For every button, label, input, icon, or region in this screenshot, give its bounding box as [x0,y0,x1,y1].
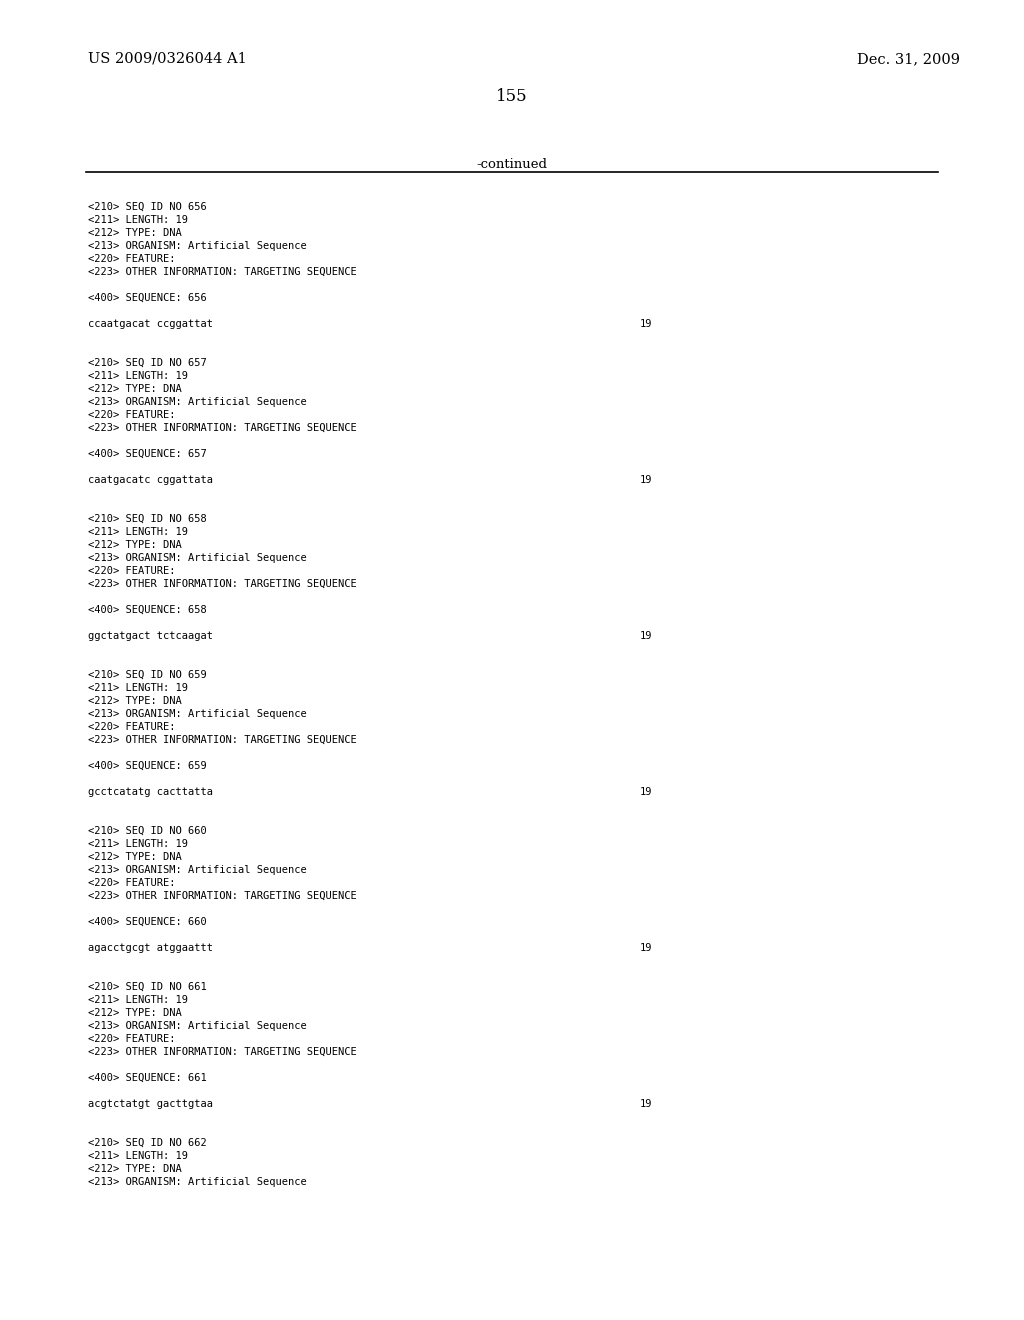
Text: <210> SEQ ID NO 661: <210> SEQ ID NO 661 [88,982,207,993]
Text: <213> ORGANISM: Artificial Sequence: <213> ORGANISM: Artificial Sequence [88,553,307,564]
Text: <220> FEATURE:: <220> FEATURE: [88,722,175,733]
Text: <213> ORGANISM: Artificial Sequence: <213> ORGANISM: Artificial Sequence [88,397,307,407]
Text: 19: 19 [640,631,652,642]
Text: <212> TYPE: DNA: <212> TYPE: DNA [88,851,181,862]
Text: ggctatgact tctcaagat: ggctatgact tctcaagat [88,631,213,642]
Text: <400> SEQUENCE: 661: <400> SEQUENCE: 661 [88,1073,207,1082]
Text: <400> SEQUENCE: 656: <400> SEQUENCE: 656 [88,293,207,304]
Text: <220> FEATURE:: <220> FEATURE: [88,411,175,420]
Text: ccaatgacat ccggattat: ccaatgacat ccggattat [88,319,213,329]
Text: <210> SEQ ID NO 657: <210> SEQ ID NO 657 [88,358,207,368]
Text: <211> LENGTH: 19: <211> LENGTH: 19 [88,1151,188,1162]
Text: <213> ORGANISM: Artificial Sequence: <213> ORGANISM: Artificial Sequence [88,1020,307,1031]
Text: <220> FEATURE:: <220> FEATURE: [88,566,175,576]
Text: <212> TYPE: DNA: <212> TYPE: DNA [88,228,181,238]
Text: <400> SEQUENCE: 659: <400> SEQUENCE: 659 [88,762,207,771]
Text: <211> LENGTH: 19: <211> LENGTH: 19 [88,995,188,1005]
Text: <223> OTHER INFORMATION: TARGETING SEQUENCE: <223> OTHER INFORMATION: TARGETING SEQUE… [88,579,356,589]
Text: <223> OTHER INFORMATION: TARGETING SEQUENCE: <223> OTHER INFORMATION: TARGETING SEQUE… [88,267,356,277]
Text: 19: 19 [640,475,652,484]
Text: gcctcatatg cacttatta: gcctcatatg cacttatta [88,787,213,797]
Text: <210> SEQ ID NO 662: <210> SEQ ID NO 662 [88,1138,207,1148]
Text: 19: 19 [640,787,652,797]
Text: <210> SEQ ID NO 658: <210> SEQ ID NO 658 [88,513,207,524]
Text: <213> ORGANISM: Artificial Sequence: <213> ORGANISM: Artificial Sequence [88,242,307,251]
Text: <211> LENGTH: 19: <211> LENGTH: 19 [88,682,188,693]
Text: <211> LENGTH: 19: <211> LENGTH: 19 [88,527,188,537]
Text: <220> FEATURE:: <220> FEATURE: [88,878,175,888]
Text: <212> TYPE: DNA: <212> TYPE: DNA [88,540,181,550]
Text: <223> OTHER INFORMATION: TARGETING SEQUENCE: <223> OTHER INFORMATION: TARGETING SEQUE… [88,422,356,433]
Text: <223> OTHER INFORMATION: TARGETING SEQUENCE: <223> OTHER INFORMATION: TARGETING SEQUE… [88,1047,356,1057]
Text: <213> ORGANISM: Artificial Sequence: <213> ORGANISM: Artificial Sequence [88,709,307,719]
Text: <220> FEATURE:: <220> FEATURE: [88,253,175,264]
Text: caatgacatc cggattata: caatgacatc cggattata [88,475,213,484]
Text: <210> SEQ ID NO 660: <210> SEQ ID NO 660 [88,826,207,836]
Text: <211> LENGTH: 19: <211> LENGTH: 19 [88,840,188,849]
Text: 19: 19 [640,319,652,329]
Text: <220> FEATURE:: <220> FEATURE: [88,1034,175,1044]
Text: <400> SEQUENCE: 657: <400> SEQUENCE: 657 [88,449,207,459]
Text: 155: 155 [497,88,527,106]
Text: <212> TYPE: DNA: <212> TYPE: DNA [88,384,181,393]
Text: <223> OTHER INFORMATION: TARGETING SEQUENCE: <223> OTHER INFORMATION: TARGETING SEQUE… [88,735,356,744]
Text: <210> SEQ ID NO 656: <210> SEQ ID NO 656 [88,202,207,213]
Text: agacctgcgt atggaattt: agacctgcgt atggaattt [88,942,213,953]
Text: <212> TYPE: DNA: <212> TYPE: DNA [88,696,181,706]
Text: 19: 19 [640,1100,652,1109]
Text: <400> SEQUENCE: 660: <400> SEQUENCE: 660 [88,917,207,927]
Text: -continued: -continued [476,158,548,172]
Text: <210> SEQ ID NO 659: <210> SEQ ID NO 659 [88,671,207,680]
Text: acgtctatgt gacttgtaa: acgtctatgt gacttgtaa [88,1100,213,1109]
Text: <212> TYPE: DNA: <212> TYPE: DNA [88,1164,181,1173]
Text: <223> OTHER INFORMATION: TARGETING SEQUENCE: <223> OTHER INFORMATION: TARGETING SEQUE… [88,891,356,902]
Text: <400> SEQUENCE: 658: <400> SEQUENCE: 658 [88,605,207,615]
Text: 19: 19 [640,942,652,953]
Text: <212> TYPE: DNA: <212> TYPE: DNA [88,1008,181,1018]
Text: Dec. 31, 2009: Dec. 31, 2009 [857,51,961,66]
Text: <213> ORGANISM: Artificial Sequence: <213> ORGANISM: Artificial Sequence [88,865,307,875]
Text: US 2009/0326044 A1: US 2009/0326044 A1 [88,51,247,66]
Text: <213> ORGANISM: Artificial Sequence: <213> ORGANISM: Artificial Sequence [88,1177,307,1187]
Text: <211> LENGTH: 19: <211> LENGTH: 19 [88,215,188,224]
Text: <211> LENGTH: 19: <211> LENGTH: 19 [88,371,188,381]
